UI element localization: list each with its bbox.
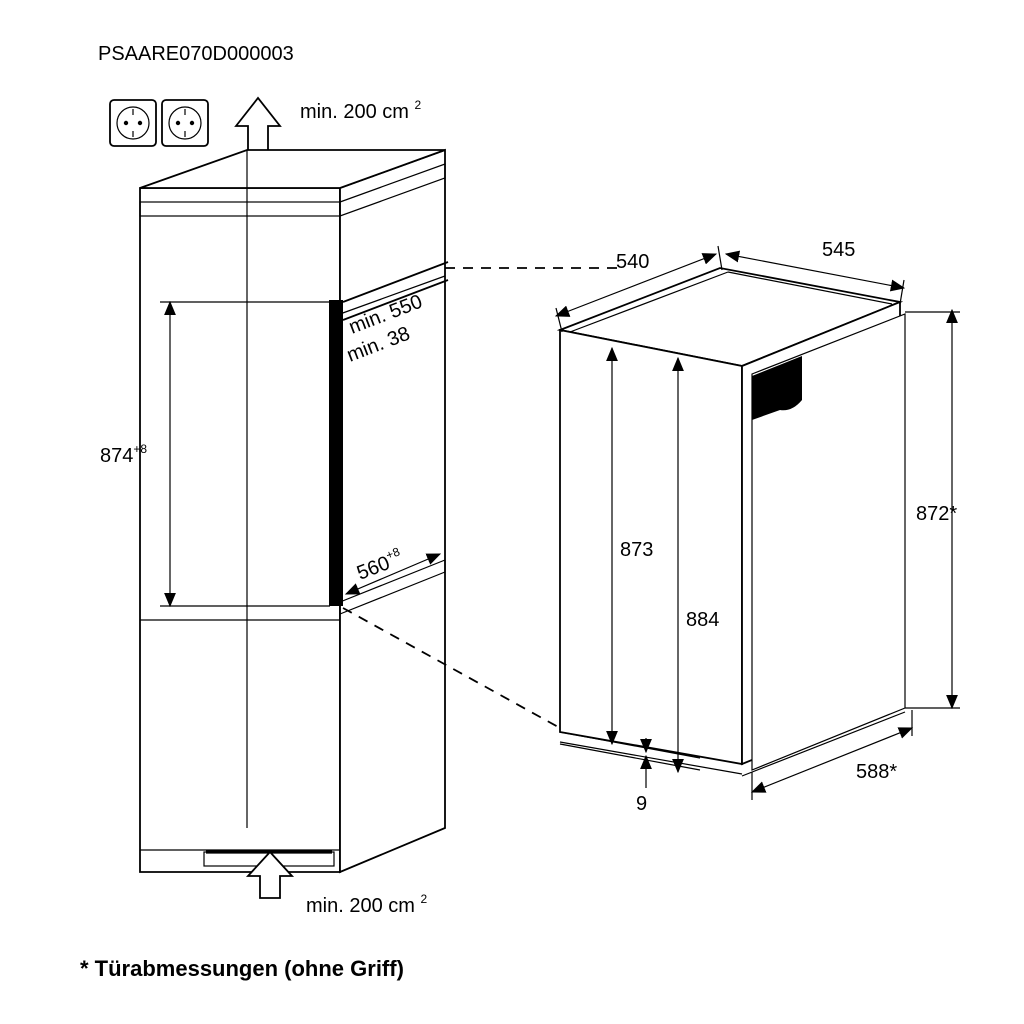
vent-top: min. 200 cm 2 <box>236 98 422 152</box>
svg-text:9: 9 <box>636 793 647 815</box>
svg-text:545: 545 <box>822 239 855 261</box>
installation-diagram: PSAARE070D000003 min. 200 cm 2 <box>0 0 1024 1024</box>
cabinet <box>140 150 448 898</box>
footnote: * Türabmessungen (ohne Griff) <box>80 956 404 981</box>
svg-text:588*: 588* <box>856 761 897 783</box>
vent-bottom: min. 200 cm 2 <box>306 892 428 917</box>
svg-text:884: 884 <box>686 609 719 631</box>
doc-code: PSAARE070D000003 <box>98 43 294 65</box>
svg-text:min. 200: min. 200 cm 2 <box>300 98 422 123</box>
svg-text:873: 873 <box>620 539 653 561</box>
svg-text:min. 200: min. 200 cm 2 <box>306 892 428 917</box>
power-sockets <box>110 100 208 146</box>
svg-text:540: 540 <box>616 251 649 273</box>
svg-text:872*: 872* <box>916 503 957 525</box>
